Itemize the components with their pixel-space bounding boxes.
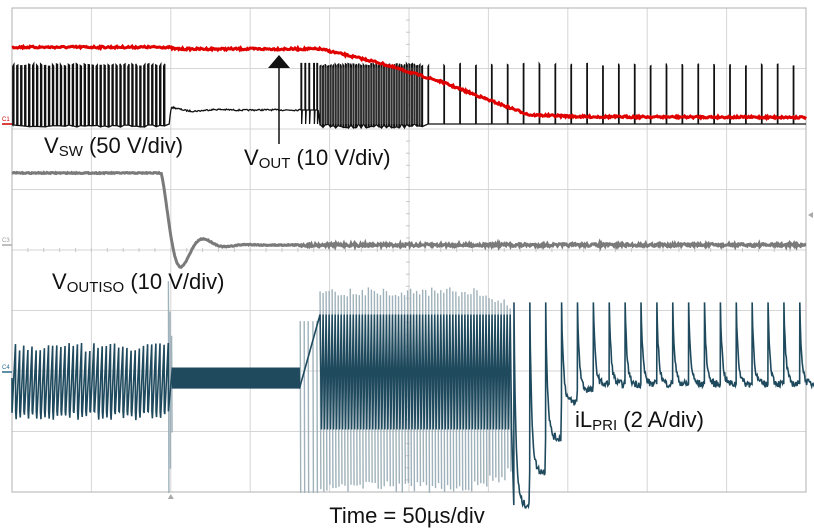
trace-ilpri xyxy=(11,302,814,510)
channel-marker-c3: C3 xyxy=(2,238,10,244)
trace-voutiso xyxy=(11,170,807,269)
channel-marker-c1: C1 xyxy=(2,117,10,123)
trigger-level-icon xyxy=(808,212,813,218)
label-ilpri: iLPRI (2 A/div) xyxy=(575,408,704,438)
label-ilpri-scale: (2 A/div) xyxy=(623,407,704,432)
markers xyxy=(2,55,813,499)
x-axis-label: Time = 50µs/div xyxy=(329,503,485,528)
label-vout-sub: OUT xyxy=(258,155,291,172)
label-voutiso: VOUTISO (10 V/div) xyxy=(52,270,224,300)
label-vout-main: V xyxy=(244,145,259,170)
trace-vsw-burst-shade xyxy=(320,67,422,124)
label-voutiso-scale: (10 V/div) xyxy=(130,269,225,294)
label-vsw-sub: SW xyxy=(58,143,83,160)
trace-vsw xyxy=(11,61,806,130)
channel-marker-c4: C4 xyxy=(2,365,10,371)
arrow-up-icon xyxy=(268,55,290,68)
label-voutiso-sub: OUTISO xyxy=(66,279,125,296)
label-vout-scale: (10 V/div) xyxy=(296,145,391,170)
label-ilpri-main: iL xyxy=(575,407,593,432)
label-vsw-scale: (50 V/div) xyxy=(88,133,184,158)
label-vout: VOUT (10 V/div) xyxy=(244,146,391,176)
label-ilpri-sub: PRI xyxy=(592,417,618,434)
trace-vout xyxy=(11,43,808,122)
traces xyxy=(11,43,814,510)
plot-frame xyxy=(11,7,807,493)
label-voutiso-main: V xyxy=(52,269,67,294)
label-vsw: VSW (50 V/div) xyxy=(44,134,183,164)
trigger-position-icon xyxy=(167,494,174,499)
label-vsw-main: V xyxy=(44,133,59,158)
